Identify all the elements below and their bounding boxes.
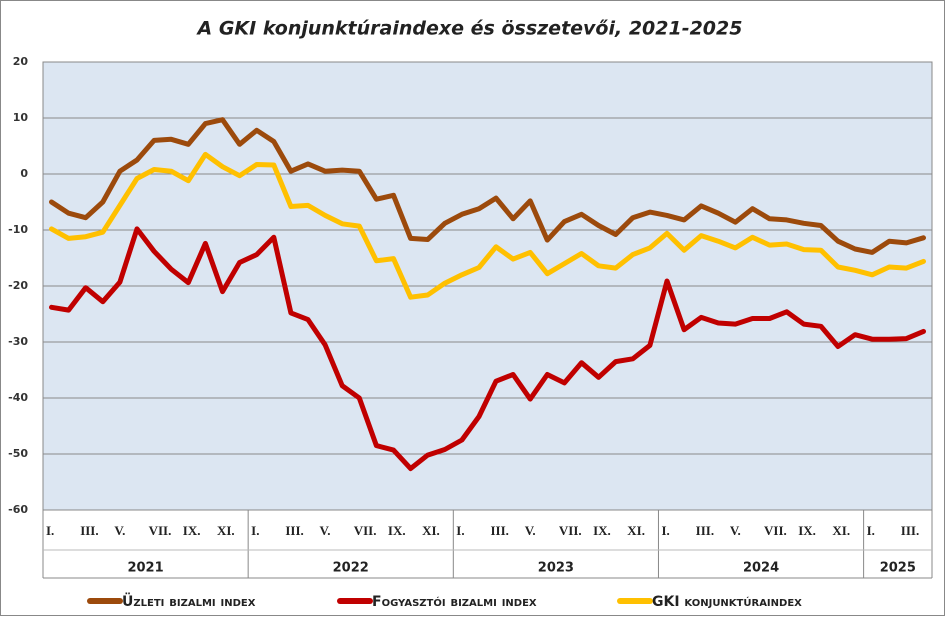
- y-tick-label: -60: [8, 503, 28, 516]
- x-tick-label: III.: [901, 523, 919, 538]
- x-tick-label: VII.: [354, 523, 377, 538]
- x-tick-label: XI.: [832, 523, 850, 538]
- year-label: 2022: [333, 561, 369, 576]
- x-tick-label: V.: [320, 523, 331, 538]
- x-tick-label: IX.: [183, 523, 201, 538]
- y-tick-label: -50: [8, 447, 28, 460]
- x-tick-label: III.: [491, 523, 509, 538]
- x-tick-label: IX.: [798, 523, 816, 538]
- y-tick-label: 0: [20, 167, 28, 180]
- x-tick-label: XI.: [627, 523, 645, 538]
- y-tick-label: -30: [8, 335, 28, 348]
- x-tick-label: VII.: [764, 523, 787, 538]
- x-tick-label: IX.: [388, 523, 406, 538]
- series-line: [49, 117, 926, 255]
- legend-label: Üzleti bizalmi index: [122, 592, 256, 610]
- legend-label: Fogyasztói bizalmi index: [372, 594, 537, 610]
- x-tick-label: VII.: [559, 523, 582, 538]
- year-label: 2025: [880, 561, 916, 576]
- x-tick-label: IX.: [593, 523, 611, 538]
- x-tick-label: V.: [730, 523, 741, 538]
- x-tick-label: XI.: [217, 523, 235, 538]
- y-tick-label: 10: [13, 111, 29, 124]
- x-tick-label: III.: [285, 523, 303, 538]
- x-tick-label: I.: [661, 523, 669, 538]
- legend-label: GKI konjunktúraindex: [652, 594, 802, 610]
- y-tick-label: 20: [13, 55, 29, 68]
- series-line: [49, 226, 926, 472]
- x-tick-label: III.: [80, 523, 98, 538]
- year-label: 2023: [538, 561, 574, 576]
- x-tick-label: VII.: [149, 523, 172, 538]
- x-tick-label: XI.: [422, 523, 440, 538]
- y-tick-label: -20: [8, 279, 28, 292]
- year-label: 2021: [127, 561, 163, 576]
- plot-border: [42, 61, 933, 511]
- x-tick-label: I.: [251, 523, 259, 538]
- x-tick-label: I.: [867, 523, 875, 538]
- x-tick-label: V.: [114, 523, 125, 538]
- y-tick-label: -40: [8, 391, 28, 404]
- x-tick-label: I.: [456, 523, 464, 538]
- x-tick-label: I.: [46, 523, 54, 538]
- y-tick-label: -10: [8, 223, 28, 236]
- year-label: 2024: [743, 561, 779, 576]
- x-tick-label: V.: [525, 523, 536, 538]
- x-tick-label: III.: [696, 523, 714, 538]
- series-line: [49, 151, 926, 300]
- chart-title: A GKI konjunktúraindexe és összetevői, 2…: [196, 18, 743, 40]
